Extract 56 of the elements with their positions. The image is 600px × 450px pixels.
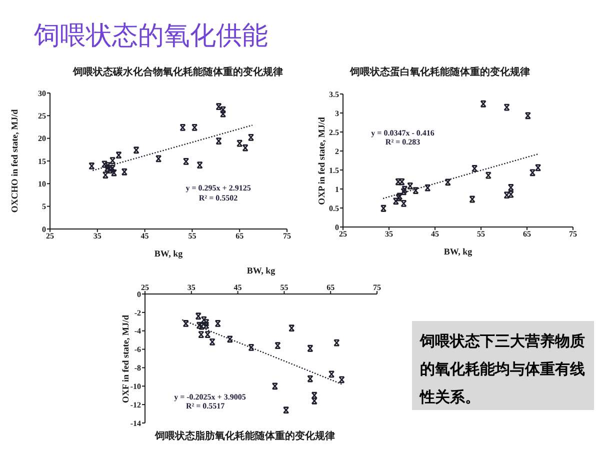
- annotation: y = 0.0347x - 0.416: [371, 127, 434, 138]
- y-tick-label: -10: [130, 382, 141, 391]
- x-tick-label: 75: [283, 232, 291, 241]
- y-tick-label: 0: [42, 224, 46, 234]
- x-axis-title: BW, kg: [154, 248, 183, 260]
- x-tick-label: 75: [569, 230, 577, 239]
- x-tick-label: 45: [234, 283, 242, 292]
- y-tick-label: 3: [335, 108, 339, 118]
- y-tick-label: 30: [38, 88, 46, 98]
- y-axis-title: OXP in fed state, MJ/d: [316, 116, 328, 204]
- x-tick-label: 65: [236, 232, 244, 241]
- text-box: 饲喂状态下三大营养物质的氧化耗能均与体重有线性关系。: [412, 321, 594, 410]
- y-tick-label: 10: [38, 180, 46, 189]
- x-tick-label: 55: [280, 283, 288, 292]
- x-tick-label: 75: [373, 283, 381, 292]
- x-tick-label: 65: [523, 230, 531, 239]
- y-tick-label: 0: [335, 222, 339, 232]
- x-tick-label: 55: [477, 230, 485, 239]
- y-tick-label: -6: [134, 345, 141, 354]
- x-tick-label: 65: [326, 283, 335, 292]
- chart-title: 饲喂状态碳水化合物氧化耗能随体重的变化规律: [73, 66, 283, 80]
- x-tick-label: 25: [141, 283, 149, 292]
- annotation: y = 0.295x + 2.9125: [186, 182, 251, 194]
- y-tick-label: 1: [335, 184, 339, 194]
- x-tick-label: 35: [187, 283, 196, 292]
- y-tick-label: 1.5: [329, 166, 339, 175]
- y-tick-label: -2: [134, 308, 141, 318]
- annotation: R² = 0.5502: [198, 192, 238, 204]
- annotation: y = -0.2025x + 3.9005: [174, 392, 246, 403]
- annotation: R² = 0.5517: [186, 400, 225, 412]
- y-tick-label: -14: [130, 418, 141, 428]
- y-tick-label: 0: [137, 290, 141, 299]
- x-axis-title: BW, kg: [246, 266, 276, 276]
- x-tick-label: 35: [385, 230, 393, 239]
- x-tick-label: 45: [431, 230, 439, 239]
- y-tick-label: 5: [42, 202, 46, 212]
- y-tick-label: 0.5: [329, 204, 339, 213]
- y-axis-title: OXF in fed state, MJ/d: [120, 314, 130, 402]
- y-tick-label: 2.5: [329, 128, 339, 137]
- y-tick-label: 20: [38, 134, 46, 144]
- x-tick-label: 55: [188, 232, 196, 241]
- annotation: R² = 0.283: [385, 136, 420, 148]
- y-axis-title: OXCHO in fed state, MJ/d: [10, 109, 20, 213]
- y-tick-label: -4: [134, 326, 141, 336]
- y-tick-label: 25: [38, 112, 46, 121]
- y-tick-label: 15: [38, 156, 46, 166]
- text: 饲喂状态的氧化供能: [34, 20, 268, 52]
- x-axis-title: BW, kg: [444, 246, 472, 258]
- x-tick-label: 35: [93, 232, 102, 241]
- y-tick-label: -8: [134, 364, 141, 373]
- chart-title: 饲喂状态蛋白氧化耗能随体重的变化规律: [350, 66, 530, 80]
- y-tick-label: 2: [335, 146, 339, 156]
- x-tick-label: 45: [140, 232, 149, 241]
- y-tick-label: 3.5: [329, 90, 339, 99]
- text: 饲喂状态脂肪氧化耗能随体重的变化规律: [155, 430, 335, 444]
- y-tick-label: -12: [130, 400, 141, 410]
